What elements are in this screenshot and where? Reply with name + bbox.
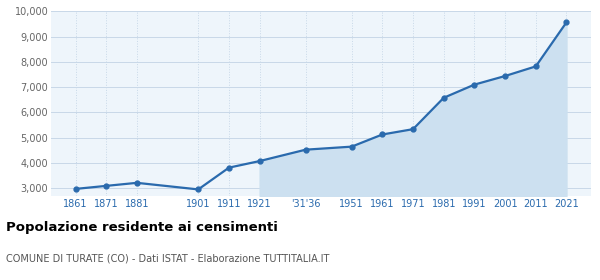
Text: Popolazione residente ai censimenti: Popolazione residente ai censimenti bbox=[6, 221, 278, 234]
Text: COMUNE DI TURATE (CO) - Dati ISTAT - Elaborazione TUTTITALIA.IT: COMUNE DI TURATE (CO) - Dati ISTAT - Ela… bbox=[6, 254, 329, 264]
